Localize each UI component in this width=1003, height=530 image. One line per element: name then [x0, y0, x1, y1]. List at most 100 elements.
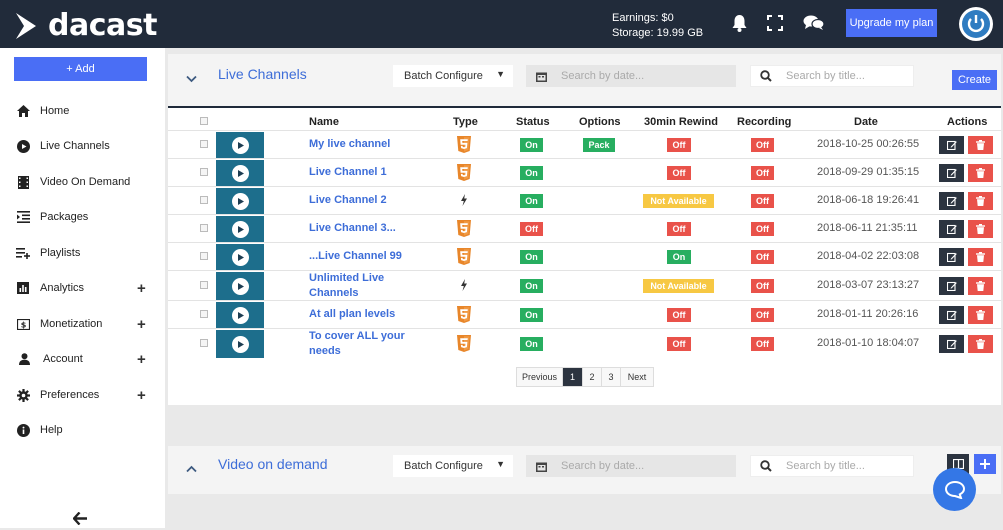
- pagination-page-1[interactable]: 1: [563, 368, 583, 386]
- vod-batch-configure-select[interactable]: Batch Configure ▼: [393, 455, 513, 477]
- rewind-badge[interactable]: On: [667, 250, 691, 264]
- status-badge[interactable]: On: [520, 308, 543, 322]
- select-all-checkbox[interactable]: [200, 117, 208, 125]
- row-checkbox[interactable]: [200, 310, 208, 318]
- channel-name-link[interactable]: To cover ALL your needs: [309, 330, 405, 357]
- channel-name-link[interactable]: ...Live Channel 99: [309, 250, 402, 262]
- sidebar-item-video-on-demand[interactable]: Video On Demand: [0, 167, 165, 197]
- row-checkbox[interactable]: [200, 281, 208, 289]
- rewind-badge[interactable]: Off: [667, 222, 691, 236]
- edit-icon[interactable]: [939, 220, 964, 238]
- channel-thumbnail[interactable]: [216, 216, 264, 242]
- rewind-badge[interactable]: Off: [667, 308, 691, 322]
- recording-badge[interactable]: Off: [751, 194, 774, 208]
- trash-icon[interactable]: [968, 164, 993, 182]
- expand-plus-icon[interactable]: +: [137, 279, 146, 297]
- channel-thumbnail[interactable]: [216, 132, 264, 158]
- expand-plus-icon[interactable]: +: [137, 350, 146, 368]
- edit-icon[interactable]: [939, 164, 964, 182]
- options-badge[interactable]: Pack: [583, 138, 615, 152]
- recording-badge[interactable]: Off: [751, 337, 774, 351]
- channel-name-link[interactable]: Unlimited Live Channels: [309, 272, 385, 299]
- pagination-next[interactable]: Next: [621, 368, 653, 386]
- trash-icon[interactable]: [968, 248, 993, 266]
- recording-badge[interactable]: Off: [751, 166, 774, 180]
- date-search-input[interactable]: Search by date...: [526, 65, 736, 87]
- expand-plus-icon[interactable]: +: [137, 315, 146, 333]
- row-checkbox[interactable]: [200, 224, 208, 232]
- sidebar-item-home[interactable]: Home: [0, 96, 165, 126]
- edit-icon[interactable]: [939, 277, 964, 295]
- power-avatar-icon[interactable]: [959, 7, 993, 41]
- edit-icon[interactable]: [939, 192, 964, 210]
- edit-icon[interactable]: [939, 248, 964, 266]
- status-badge[interactable]: On: [520, 138, 543, 152]
- channel-thumbnail[interactable]: [216, 302, 264, 328]
- chat-bubble-icon[interactable]: [933, 468, 976, 511]
- recording-badge[interactable]: Off: [751, 279, 774, 293]
- add-vod-button[interactable]: [974, 454, 996, 474]
- expand-plus-icon[interactable]: +: [137, 386, 146, 404]
- channel-thumbnail[interactable]: [216, 188, 264, 214]
- row-checkbox[interactable]: [200, 140, 208, 148]
- chat-icon[interactable]: [803, 12, 825, 34]
- title-search-input[interactable]: Search by title...: [750, 65, 914, 87]
- recording-badge[interactable]: Off: [751, 308, 774, 322]
- status-badge[interactable]: On: [520, 279, 543, 293]
- edit-icon[interactable]: [939, 136, 964, 154]
- row-checkbox[interactable]: [200, 168, 208, 176]
- status-badge[interactable]: On: [520, 166, 543, 180]
- channel-name-link[interactable]: Live Channel 3...: [309, 222, 396, 234]
- add-button[interactable]: + Add: [14, 57, 147, 81]
- chevron-down-icon[interactable]: [186, 70, 197, 88]
- trash-icon[interactable]: [968, 136, 993, 154]
- pagination-page-3[interactable]: 3: [602, 368, 621, 386]
- edit-icon[interactable]: [939, 335, 964, 353]
- channel-thumbnail[interactable]: [216, 244, 264, 270]
- channel-name-link[interactable]: My live channel: [309, 138, 391, 150]
- channel-name-link[interactable]: Live Channel 2: [309, 194, 387, 206]
- create-button[interactable]: Create: [952, 70, 997, 90]
- row-checkbox[interactable]: [200, 196, 208, 204]
- rewind-badge[interactable]: Off: [667, 166, 691, 180]
- sidebar-item-packages[interactable]: Packages: [0, 202, 165, 232]
- sidebar-item-monetization[interactable]: $ Monetization +: [0, 309, 165, 339]
- row-checkbox[interactable]: [200, 252, 208, 260]
- recording-badge[interactable]: Off: [751, 250, 774, 264]
- fullscreen-icon[interactable]: [764, 12, 786, 34]
- sidebar-item-preferences[interactable]: Preferences +: [0, 380, 165, 410]
- bell-icon[interactable]: [728, 12, 750, 34]
- sidebar-item-playlists[interactable]: Playlists: [0, 238, 165, 268]
- trash-icon[interactable]: [968, 220, 993, 238]
- arrow-left-icon[interactable]: [72, 511, 88, 530]
- channel-thumbnail[interactable]: [216, 272, 264, 300]
- rewind-badge[interactable]: Off: [667, 337, 691, 351]
- sidebar-item-analytics[interactable]: Analytics +: [0, 273, 165, 303]
- status-badge[interactable]: Off: [520, 222, 543, 236]
- pagination-page-2[interactable]: 2: [583, 368, 602, 386]
- status-badge[interactable]: On: [520, 337, 543, 351]
- vod-title-search-input[interactable]: Search by title...: [750, 455, 914, 477]
- vod-date-search-input[interactable]: Search by date...: [526, 455, 736, 477]
- upgrade-plan-button[interactable]: Upgrade my plan: [846, 9, 937, 37]
- status-badge[interactable]: On: [520, 194, 543, 208]
- batch-configure-select[interactable]: Batch Configure ▼: [393, 65, 513, 87]
- trash-icon[interactable]: [968, 306, 993, 324]
- trash-icon[interactable]: [968, 335, 993, 353]
- trash-icon[interactable]: [968, 277, 993, 295]
- channel-name-link[interactable]: Live Channel 1: [309, 166, 387, 178]
- chevron-up-icon[interactable]: [186, 460, 197, 478]
- sidebar-item-live-channels[interactable]: Live Channels: [0, 131, 165, 161]
- pagination-previous[interactable]: Previous: [517, 368, 563, 386]
- edit-icon[interactable]: [939, 306, 964, 324]
- channel-thumbnail[interactable]: [216, 160, 264, 186]
- channel-name-link[interactable]: At all plan levels: [309, 308, 396, 320]
- sidebar-item-help[interactable]: Help: [0, 415, 165, 445]
- trash-icon[interactable]: [968, 192, 993, 210]
- sidebar-item-account[interactable]: Account +: [0, 344, 165, 374]
- recording-badge[interactable]: Off: [751, 138, 774, 152]
- row-checkbox[interactable]: [200, 339, 208, 347]
- recording-badge[interactable]: Off: [751, 222, 774, 236]
- status-badge[interactable]: On: [520, 250, 543, 264]
- channel-thumbnail[interactable]: [216, 330, 264, 358]
